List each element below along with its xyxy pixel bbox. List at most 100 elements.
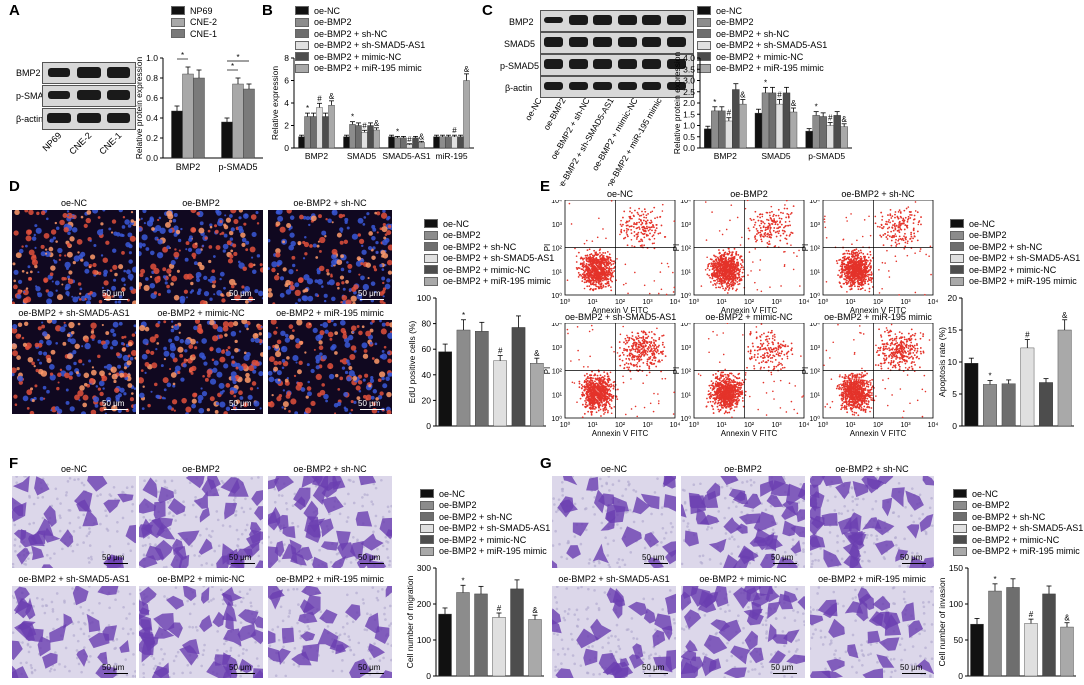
scale-bar-label: 50 μm [642, 663, 665, 672]
flow-y-tick: 10³ [810, 222, 821, 229]
significance-mark: * [236, 53, 239, 62]
bar [171, 110, 183, 159]
scale-bar [231, 673, 255, 674]
legend-swatch [953, 489, 967, 499]
bar [451, 136, 458, 149]
flow-x-tick: 10⁴ [928, 422, 939, 429]
scale-bar [104, 673, 128, 674]
flow-y-label: PI [801, 244, 810, 252]
legend-label: oe-BMP2 [716, 17, 754, 28]
bar [530, 363, 544, 427]
significance-mark: * [764, 78, 767, 87]
y-tick-label: 20 [422, 395, 432, 405]
significance-mark: # [498, 347, 503, 356]
significance-mark: & [1064, 614, 1070, 623]
flow-y-label: PI [672, 367, 681, 375]
bar [789, 111, 798, 149]
legend-item: oe-BMP2 + sh-SMAD5-AS1 [424, 253, 554, 265]
flow-y-label: PI [672, 244, 681, 252]
legend-label: oe-NC [443, 218, 470, 229]
significance-mark: * [181, 52, 184, 60]
legend-swatch [424, 242, 438, 252]
scale-bar-label: 50 μm [102, 289, 125, 298]
bar [819, 116, 827, 149]
legend-label: oe-BMP2 + miR-195 mimic [439, 546, 547, 557]
scale-bar [902, 673, 926, 674]
scale-bar-label: 50 μm [102, 399, 125, 408]
bar [475, 331, 489, 427]
legend-swatch [424, 253, 438, 263]
significance-mark: * [231, 62, 234, 71]
bar [704, 128, 712, 149]
legend-label: oe-BMP2 + sh-SMAD5-AS1 [969, 253, 1081, 264]
significance-mark: * [815, 103, 818, 112]
y-axis-label: Relative expression [270, 66, 280, 140]
legend-item: oe-BMP2 + miR-195 mimic [950, 276, 1080, 288]
bar [1024, 623, 1038, 677]
bar [445, 136, 452, 149]
micrograph-title: oe-BMP2 [182, 198, 220, 208]
y-axis-label: Relative protein expression [672, 52, 682, 154]
bar [243, 88, 255, 159]
blot-band [568, 59, 588, 69]
flow-x-tick: 10² [615, 422, 626, 429]
micrograph-image [552, 476, 676, 568]
chart-e: 0 5 10 15 20 Apoptosis rate (%) * # & [937, 293, 1074, 431]
micrograph-title: oe-BMP2 + mimic-NC [157, 308, 245, 318]
bar [1020, 347, 1035, 427]
flow-x-tick: 10¹ [587, 299, 598, 306]
scale-bar [902, 563, 926, 564]
legend-item: oe-BMP2 + sh-SMAD5-AS1 [950, 253, 1080, 265]
significance-mark: # [727, 109, 732, 118]
flow-y-tick: 10⁰ [680, 415, 691, 423]
y-tick-label: 40 [422, 370, 432, 380]
bar [433, 136, 440, 149]
flow-x-tick: 10² [873, 299, 884, 306]
y-tick-label: 0.0 [683, 143, 695, 153]
legend-f: oe-NC oe-BMP2 oe-BMP2 + sh-NC oe-BMP2 + sh-… [420, 488, 550, 557]
flow-y-tick: 10⁴ [809, 323, 820, 328]
scale-bar-label: 50 μm [102, 663, 125, 672]
bar [718, 110, 726, 149]
legend-item: oe-BMP2 + sh-NC [420, 511, 550, 523]
scale-bar [104, 299, 128, 300]
y-tick-label: 5 [952, 389, 957, 399]
x-tick-label: BMP2 [305, 151, 328, 161]
scale-bar [231, 409, 255, 410]
micrograph-title: oe-BMP2 [182, 464, 220, 474]
legend-label: oe-BMP2 + mimic-NC [716, 51, 804, 62]
legend-swatch [953, 512, 967, 522]
flow-y-tick: 10¹ [552, 392, 563, 399]
significance-mark: & [1062, 311, 1068, 320]
x-tick-label: p-SMAD5 [218, 162, 257, 172]
flow-y-tick: 10¹ [681, 392, 692, 399]
scale-bar-label: 50 μm [358, 553, 381, 562]
legend-label: oe-BMP2 + sh-NC [716, 28, 790, 39]
significance-mark: & [791, 99, 797, 108]
legend-swatch [295, 29, 309, 39]
flow-y-label: PI [543, 367, 552, 375]
legend-swatch [953, 535, 967, 545]
blot-c-row-label: SMAD5 [504, 39, 536, 49]
legend-c: oe-NC oe-BMP2 oe-BMP2 + sh-NC oe-BMP2 + sh-… [697, 5, 827, 74]
flow-title: oe-NC [606, 189, 633, 199]
legend-swatch [420, 500, 434, 510]
y-tick-label: 0 [284, 143, 289, 153]
flow-x-tick: 10¹ [716, 299, 727, 306]
blot-band [617, 82, 637, 90]
legend-label: oe-BMP2 + sh-NC [969, 241, 1043, 252]
legend-item: oe-BMP2 + mimic-NC [953, 534, 1083, 546]
micrograph-title: oe-BMP2 + mimic-NC [157, 574, 245, 584]
legend-item: oe-BMP2 + sh-NC [697, 28, 827, 40]
scale-bar-label: 50 μm [102, 553, 125, 562]
flow-y-tick: 10² [810, 369, 821, 376]
legend-swatch [697, 40, 711, 50]
blot-band [617, 15, 637, 25]
legend-label: oe-BMP2 + mimic-NC [969, 264, 1057, 275]
bar [328, 105, 335, 149]
bar [840, 126, 848, 149]
flow-x-tick: 10⁴ [670, 299, 681, 306]
micrograph-title: oe-BMP2 + sh-SMAD5-AS1 [18, 574, 130, 584]
